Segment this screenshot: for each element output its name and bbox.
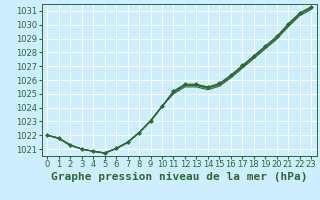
X-axis label: Graphe pression niveau de la mer (hPa): Graphe pression niveau de la mer (hPa) (51, 172, 308, 182)
